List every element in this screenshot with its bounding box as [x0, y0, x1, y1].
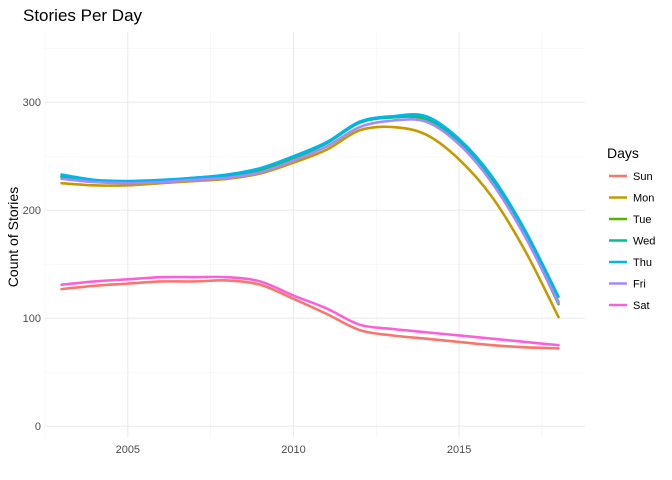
y-tick-label: 100 [23, 313, 41, 325]
series-line-sun [60, 278, 560, 350]
x-tick-labels: 2005 2010 2015 [116, 444, 472, 456]
chart-title: Stories Per Day [23, 6, 143, 25]
series-line-fri [60, 117, 560, 305]
y-axis-label: Count of Stories [5, 187, 21, 287]
legend-label-wed: Wed [633, 236, 655, 248]
legend-label-sun: Sun [633, 171, 653, 183]
grid [44, 32, 585, 437]
series-line-thu [60, 113, 560, 298]
y-tick-label: 200 [23, 205, 41, 217]
legend-label-fri: Fri [633, 279, 646, 291]
legend-label-mon: Mon [633, 193, 654, 205]
legend-label-sat: Sat [633, 300, 650, 312]
series-line-mon [60, 125, 560, 319]
legend-label-thu: Thu [633, 257, 652, 269]
legend: Days Sun Mon Tue Wed Thu Fri Sat [607, 145, 655, 312]
x-tick-label: 2010 [281, 444, 305, 456]
y-tick-labels: 0 100 200 300 [23, 97, 41, 433]
series-line-wed [60, 114, 560, 304]
series-line-sat [60, 275, 560, 347]
legend-title: Days [607, 145, 639, 161]
x-tick-label: 2005 [116, 444, 140, 456]
series-lines [60, 113, 560, 350]
x-tick-label: 2015 [447, 444, 471, 456]
y-tick-label: 300 [23, 97, 41, 109]
legend-label-tue: Tue [633, 214, 652, 226]
y-tick-label: 0 [35, 421, 41, 433]
